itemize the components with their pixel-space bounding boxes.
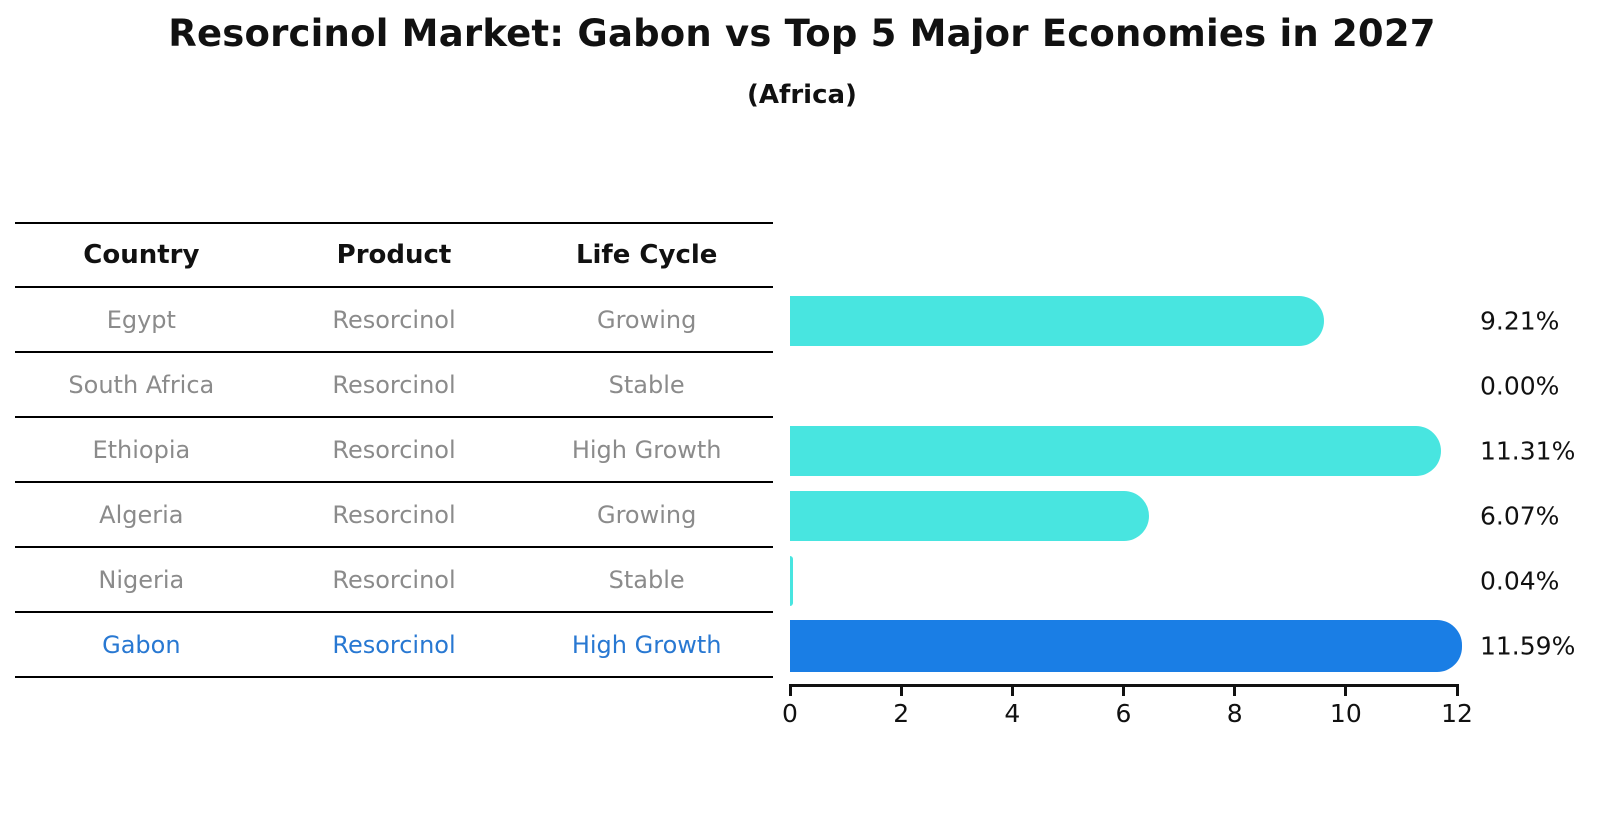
table-row: Gabon Resorcinol High Growth [15,611,773,676]
table-cell-life-cycle: High Growth [571,435,722,464]
table-cell-country: Gabon [102,630,181,659]
bar-chart-area: 9.21% 0.00% 11.31% 6.07% 0.04% 11.59% [790,288,1604,678]
bar-value-label: 9.21% [1480,306,1560,335]
bar-row: 0.00% [790,353,1604,418]
x-tick-label: 8 [1226,699,1243,728]
table-row: Nigeria Resorcinol Stable [15,546,773,611]
table-cell-country: Algeria [99,500,184,529]
bar-row: 0.04% [790,548,1604,613]
bar-value-label: 11.59% [1480,631,1576,660]
table-cell-country: Nigeria [98,565,185,594]
bar-highlight [790,619,1463,672]
table-header-product: Product [336,240,452,270]
table-row: South Africa Resorcinol Stable [15,351,773,416]
table-header-life-cycle: Life Cycle [575,240,718,270]
bar-value-label: 6.07% [1480,501,1560,530]
x-tick-mark [1344,687,1348,696]
bar-value-label: 0.00% [1480,371,1560,400]
bar [790,555,793,606]
table-cell-country: Egypt [106,305,176,334]
bar-value-label: 11.31% [1480,436,1576,465]
table-cell-life-cycle: High Growth [571,630,722,659]
x-tick-label: 4 [1004,699,1021,728]
bar-row: 11.31% [790,418,1604,483]
table-row: Egypt Resorcinol Growing [15,288,773,351]
x-tick-mark [1122,687,1125,696]
bar-row: 9.21% [790,288,1604,353]
x-tick-label: 6 [1115,699,1132,728]
table-cell-life-cycle: Growing [596,305,697,334]
table-cell-product: Resorcinol [332,370,456,399]
x-tick-mark [788,687,792,696]
table-body: Egypt Resorcinol Growing South Africa Resorc… [15,288,773,676]
bar [790,295,1324,346]
x-axis-line [789,684,1459,687]
x-tick-mark [899,687,903,696]
x-tick-label: 10 [1329,699,1362,728]
x-tick-mark [1455,687,1459,696]
table-header-row: Country Product Life Cycle [15,224,773,288]
table-cell-product: Resorcinol [332,500,456,529]
table-row: Ethiopia Resorcinol High Growth [15,416,773,481]
chart-subtitle: (Africa) [747,80,857,110]
table-cell-country: South Africa [68,370,215,399]
x-tick-mark [1010,687,1014,696]
table-cell-product: Resorcinol [332,305,456,334]
table-cell-product: Resorcinol [332,435,456,464]
x-tick-mark [1233,687,1237,696]
table-cell-product: Resorcinol [332,565,456,594]
table-cell-life-cycle: Growing [596,500,697,529]
chart-title: Resorcinol Market: Gabon vs Top 5 Major … [168,12,1436,55]
table-header-country: Country [83,240,200,270]
bar [790,490,1150,541]
table-cell-life-cycle: Stable [608,370,685,399]
bar-value-label: 0.04% [1480,566,1560,595]
bar [790,425,1441,476]
table-cell-country: Ethiopia [92,435,191,464]
country-table: Country Product Life Cycle Egypt Resorcin… [15,222,773,678]
bar-row: 6.07% [790,483,1604,548]
x-tick-label: 2 [893,699,910,728]
x-tick-label: 0 [782,699,798,728]
table-row: Algeria Resorcinol Growing [15,481,773,546]
table-cell-product: Resorcinol [332,630,456,659]
table-cell-life-cycle: Stable [608,565,685,594]
bar-row: 11.59% [790,613,1604,678]
x-tick-label: 12 [1441,699,1473,728]
